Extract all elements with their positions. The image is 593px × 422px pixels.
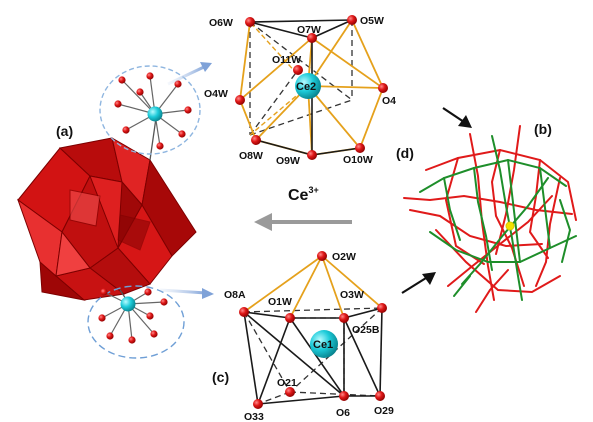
black-arrows (401, 107, 472, 294)
ce1-atom-labels: O2W O8A O1W O3W O25B O21 O33 O6 O29 Ce1 (224, 251, 394, 422)
label-o6w: O6W (209, 17, 233, 29)
oxygen-atom (150, 330, 158, 338)
label-o8a: O8A (224, 289, 246, 301)
arrow-to-d (167, 64, 207, 86)
label-ce1: Ce1 (313, 339, 333, 351)
oxygen-atom (245, 17, 255, 27)
oxygen-atom (144, 288, 152, 296)
upper-ce-site (99, 65, 201, 155)
label-o25b: O25B (352, 324, 380, 336)
arrowhead-to-c (202, 288, 214, 299)
oxygen-atom (307, 33, 317, 43)
grey-arrowhead (254, 213, 272, 231)
ce-ion-arrow: Ce3+ (254, 185, 352, 231)
oxygen-atom (128, 336, 136, 344)
pom-polyhedra (16, 136, 197, 301)
oxygen-atom (293, 65, 303, 75)
oxygen-atom (184, 106, 192, 114)
oxygen-atom (136, 88, 144, 96)
oxygen-atom (178, 130, 186, 138)
oxygen-atom (160, 298, 168, 306)
ce1-atom (310, 330, 338, 358)
label-o8w: O8W (239, 150, 263, 162)
oxygen-atom (146, 312, 154, 320)
arrowhead-to-d (200, 62, 212, 72)
label-o9w: O9W (276, 155, 300, 167)
oxygen-atom (251, 135, 261, 145)
ce2-atom (295, 73, 321, 99)
oxygen-atom (100, 288, 108, 296)
oxygen-atom (375, 391, 385, 401)
oxygen-atom (239, 307, 249, 317)
label-o33: O33 (244, 411, 264, 422)
panel-label-b: (b) (534, 121, 552, 137)
label-o6: O6 (336, 407, 350, 419)
upper-site-dashed-circle (99, 65, 201, 155)
oxygen-atom (106, 332, 114, 340)
oxygen-atom (317, 251, 327, 261)
arrowhead-d-to-b (458, 115, 472, 128)
blue-arrows (159, 62, 214, 299)
oxygen-atom (285, 313, 295, 323)
oxygen-atom (339, 313, 349, 323)
oxygen-atom (253, 399, 263, 409)
oxygen-atom (174, 80, 182, 88)
oxygen-atom (307, 150, 317, 160)
lower-ce-site (87, 285, 185, 359)
cerium-atom (147, 106, 163, 122)
oxygen-atom (114, 100, 122, 108)
oxygen-atom (235, 95, 245, 105)
label-o5w: O5W (360, 15, 384, 27)
panel-label-d: (d) (396, 145, 414, 161)
oxygen-atom (347, 15, 357, 25)
arrow-to-c (159, 288, 207, 295)
oxygen-atom (122, 126, 130, 134)
label-o1w: O1W (268, 296, 292, 308)
label-o10w: O10W (343, 154, 373, 166)
label-o4: O4 (382, 95, 396, 107)
label-o11w: O11W (272, 54, 301, 66)
arrowhead-c-to-b (422, 272, 436, 285)
label-o4w: O4W (204, 88, 228, 100)
ce1-coordination-polyhedron (239, 251, 387, 409)
oxygen-atom (146, 72, 154, 80)
ce-ion-charge: 3+ (308, 185, 318, 195)
oxygen-atom (285, 387, 295, 397)
oxygen-atom (355, 143, 365, 153)
panel-label-c: (c) (212, 369, 229, 385)
oxygen-atom (118, 76, 126, 84)
yellow-node (505, 221, 515, 231)
red-green-network (403, 125, 577, 313)
label-o21: O21 (277, 377, 297, 389)
label-o7w: O7W (297, 24, 321, 36)
ce2-coordination-polyhedron (235, 15, 388, 160)
ce2-atom-labels: O6W O7W O5W O11W O4W O4 O8W O9W O10W Ce2 (204, 15, 396, 167)
lower-site-dashed-circle (87, 285, 185, 359)
red-net (403, 125, 577, 313)
ce-ion-base: Ce (288, 187, 309, 204)
label-o2w: O2W (332, 251, 356, 263)
label-ce2: Ce2 (296, 81, 316, 93)
panel-label-a: (a) (56, 123, 73, 139)
oxygen-atom (378, 83, 388, 93)
label-o29: O29 (374, 405, 394, 417)
cerium-atom (120, 296, 136, 312)
label-o3w: O3W (340, 289, 364, 301)
oxygen-atom (156, 142, 164, 150)
oxygen-atom (377, 303, 387, 313)
oxygen-atom (98, 314, 106, 322)
oxygen-atom (339, 391, 349, 401)
ce-ion-label: Ce3+ (288, 185, 319, 204)
